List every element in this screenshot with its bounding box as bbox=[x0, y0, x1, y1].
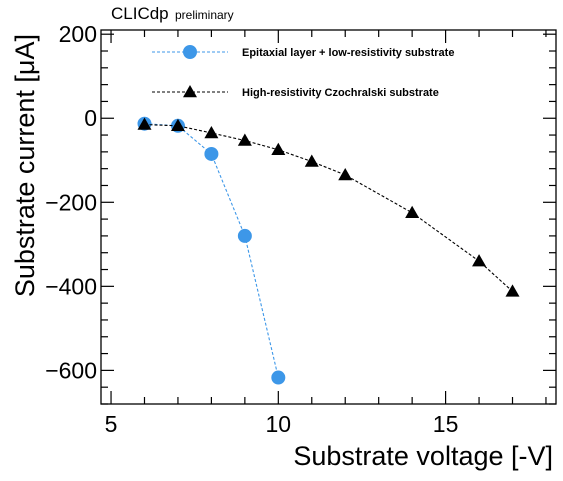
y-tick-label: −600 bbox=[45, 357, 97, 383]
x-tick-label: 5 bbox=[105, 411, 118, 437]
series-layer bbox=[137, 116, 520, 385]
data-point-triangle bbox=[505, 284, 520, 297]
data-point-triangle bbox=[204, 125, 219, 139]
legend-marker-triangle bbox=[183, 85, 197, 98]
data-point-triangle bbox=[472, 254, 487, 267]
y-tick-label: −200 bbox=[45, 189, 97, 215]
status-label: preliminary bbox=[175, 8, 234, 22]
x-tick-label: 15 bbox=[433, 411, 459, 437]
series-1 bbox=[137, 116, 286, 385]
y-axis-title: Substrate current [μA] bbox=[10, 34, 40, 297]
plot-frame bbox=[100, 29, 557, 405]
legend-entry: Epitaxial layer + low-resistivity substr… bbox=[152, 45, 454, 59]
x-tick-label: 10 bbox=[266, 411, 292, 437]
x-axis-title: Substrate voltage [-V] bbox=[293, 441, 553, 471]
data-point-circle bbox=[237, 228, 252, 243]
data-point-circle bbox=[271, 370, 286, 385]
data-point-circle bbox=[204, 146, 219, 161]
data-point-triangle bbox=[237, 133, 252, 146]
data-point-triangle bbox=[137, 117, 152, 130]
legend-label: High-resistivity Czochralski substrate bbox=[242, 87, 439, 99]
x-axis: 5 10 15 bbox=[105, 30, 547, 437]
data-point-triangle bbox=[170, 118, 185, 132]
data-point-triangle bbox=[271, 142, 286, 156]
legend-marker-circle bbox=[183, 45, 197, 59]
series-2 bbox=[137, 117, 520, 297]
legend-entry: High-resistivity Czochralski substrate bbox=[152, 85, 439, 99]
y-tick-label: −400 bbox=[45, 273, 97, 299]
series-line bbox=[144, 123, 279, 378]
y-tick-label: 0 bbox=[84, 105, 97, 131]
series-line bbox=[144, 124, 513, 292]
data-point-triangle bbox=[304, 154, 319, 167]
data-point-triangle bbox=[405, 205, 420, 219]
experiment-label: CLICdp bbox=[111, 4, 169, 23]
legend: Epitaxial layer + low-resistivity substr… bbox=[152, 45, 454, 99]
y-tick-label: 200 bbox=[59, 21, 97, 47]
legend-label: Epitaxial layer + low-resistivity substr… bbox=[242, 47, 454, 59]
y-axis: 200 0 −200 −400 −600 bbox=[45, 21, 556, 405]
data-point-triangle bbox=[338, 167, 353, 181]
